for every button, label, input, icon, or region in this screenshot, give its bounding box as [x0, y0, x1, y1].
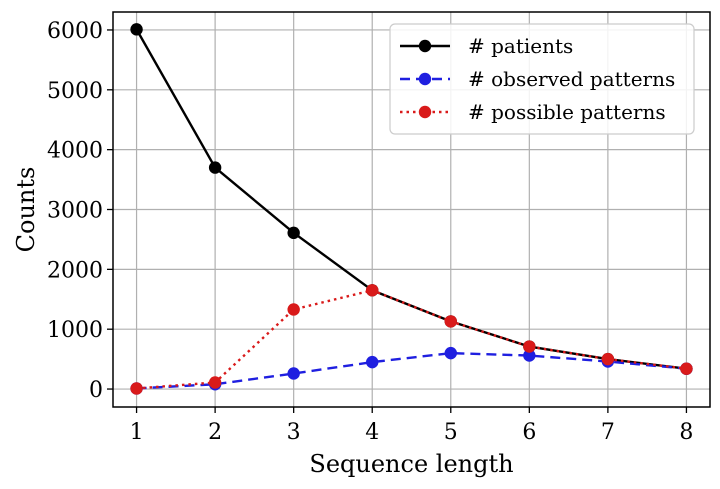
data-point [366, 355, 379, 369]
series-line-1 [136, 351, 687, 390]
data-point [287, 367, 300, 380]
legend-marker [418, 105, 432, 119]
data-point [444, 315, 457, 328]
data-point [601, 352, 615, 366]
legend-box [389, 23, 695, 135]
x-tick-label: 6 [522, 420, 536, 445]
axis-ticks: 1 2 3 4 5 6 7 8 0 1000 2000 3000 4000 5000 6000 [47, 19, 693, 445]
series-layer [130, 23, 693, 395]
x-tick-label: 4 [365, 420, 379, 445]
y-tick-label: 1000 [47, 318, 103, 343]
y-tick-label: 6000 [47, 19, 103, 44]
legend: # patients # observed patterns # possible … [389, 23, 695, 135]
legend-entry: # observed patterns [468, 67, 675, 91]
x-axis-label: Sequence length [309, 450, 513, 478]
legend-marker [418, 72, 432, 86]
y-tick-label: 4000 [47, 139, 103, 164]
y-axis-label: Counts [12, 167, 40, 253]
data-point [287, 226, 300, 240]
y-tick-label: 3000 [47, 199, 103, 224]
data-point [444, 346, 457, 360]
data-point [130, 23, 143, 36]
x-tick-label: 8 [679, 420, 693, 445]
legend-entry: # patients [468, 34, 573, 58]
x-tick-label: 5 [444, 420, 458, 445]
data-point [680, 362, 693, 375]
y-tick-label: 2000 [47, 258, 103, 283]
data-point [287, 303, 300, 316]
data-point [366, 284, 379, 297]
legend-marker [418, 39, 432, 53]
data-point [523, 340, 536, 353]
x-tick-label: 2 [208, 420, 222, 445]
y-tick-label: 0 [89, 378, 103, 403]
legend-entry: # possible patterns [468, 100, 666, 124]
data-point [208, 376, 222, 389]
data-point [130, 382, 143, 395]
y-tick-label: 5000 [47, 79, 103, 104]
data-point [523, 349, 536, 362]
series-line-0 [135, 28, 687, 370]
data-point [208, 161, 222, 174]
x-tick-label: 7 [601, 420, 615, 445]
x-tick-label: 1 [130, 420, 144, 445]
x-tick-label: 3 [287, 420, 301, 445]
